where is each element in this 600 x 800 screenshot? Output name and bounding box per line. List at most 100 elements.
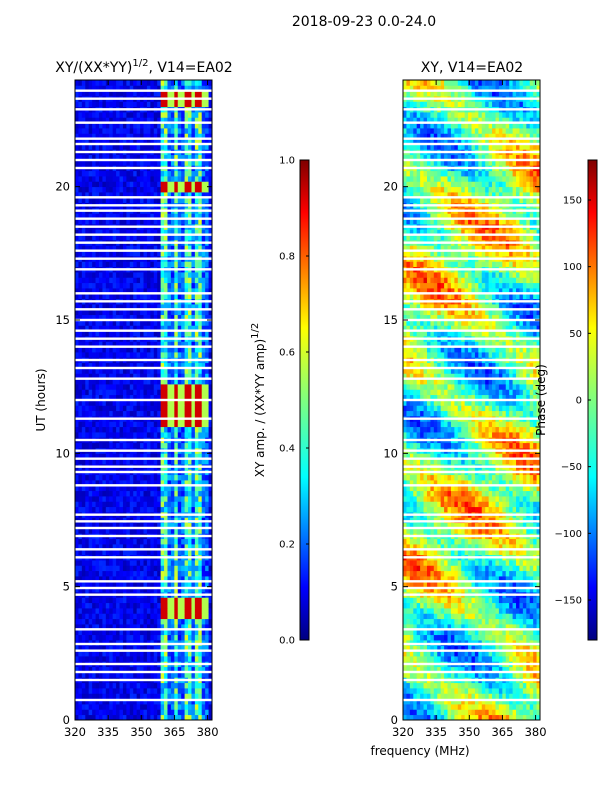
heatmap-cell bbox=[184, 693, 189, 700]
heatmap-cell bbox=[88, 426, 93, 433]
heatmap-cell bbox=[143, 608, 148, 614]
heatmap-cell bbox=[122, 634, 127, 641]
heatmap-cell bbox=[81, 80, 86, 86]
heatmap-cell bbox=[201, 261, 206, 268]
heatmap-cell bbox=[146, 410, 151, 417]
heatmap-cell bbox=[181, 544, 185, 550]
heatmap-cell bbox=[81, 650, 86, 657]
heatmap-cell bbox=[167, 213, 172, 220]
heatmap-cell bbox=[78, 394, 83, 401]
heatmap-cell bbox=[75, 394, 79, 401]
heatmap-cell bbox=[122, 176, 127, 182]
heatmap-cell bbox=[174, 528, 179, 534]
heatmap-cell bbox=[109, 426, 114, 433]
heatmap-cell bbox=[122, 218, 127, 225]
heatmap-cell bbox=[136, 218, 141, 225]
heatmap-cell bbox=[205, 181, 209, 188]
heatmap-cell bbox=[98, 496, 103, 502]
heatmap-cell bbox=[88, 405, 93, 412]
heatmap-cell bbox=[102, 634, 107, 641]
heatmap-cell bbox=[119, 245, 124, 252]
heatmap-cell bbox=[78, 634, 83, 641]
heatmap-cell bbox=[194, 229, 199, 236]
flagged-row bbox=[75, 166, 212, 170]
heatmap-cell bbox=[174, 122, 179, 129]
heatmap-cell bbox=[85, 176, 90, 182]
heatmap-cell bbox=[109, 714, 114, 720]
heatmap-cell bbox=[191, 650, 196, 657]
heatmap-cell bbox=[102, 597, 107, 604]
heatmap-cell bbox=[129, 624, 134, 630]
heatmap-cell bbox=[109, 688, 114, 694]
heatmap-cell bbox=[88, 608, 93, 614]
heatmap-cell bbox=[95, 144, 100, 150]
heatmap-cell bbox=[146, 85, 151, 92]
heatmap-cell bbox=[194, 656, 199, 662]
heatmap-cell bbox=[119, 485, 124, 492]
heatmap-cell bbox=[188, 442, 192, 449]
heatmap-cell bbox=[146, 389, 151, 396]
heatmap-cell bbox=[129, 565, 134, 572]
heatmap-cell bbox=[105, 154, 110, 161]
heatmap-cell bbox=[75, 426, 79, 433]
heatmap-cell bbox=[122, 362, 127, 369]
heatmap-cell bbox=[75, 405, 79, 412]
heatmap-cell bbox=[160, 549, 165, 556]
heatmap-cell bbox=[181, 314, 185, 321]
heatmap-cell bbox=[174, 133, 179, 140]
heatmap-cell bbox=[116, 474, 120, 481]
heatmap-cell bbox=[177, 544, 182, 550]
heatmap-cell bbox=[126, 613, 131, 620]
heatmap-cell bbox=[88, 549, 93, 556]
heatmap-cell bbox=[184, 602, 189, 609]
heatmap-cell bbox=[140, 458, 144, 465]
heatmap-cell bbox=[129, 314, 134, 321]
heatmap-cell bbox=[112, 309, 117, 316]
heatmap-cell bbox=[78, 576, 83, 582]
heatmap-cell bbox=[81, 325, 86, 332]
heatmap-cell bbox=[164, 688, 168, 694]
heatmap-cell bbox=[208, 410, 212, 417]
heatmap-cell bbox=[181, 368, 185, 374]
heatmap-cell bbox=[78, 618, 83, 625]
heatmap-cell bbox=[150, 213, 155, 220]
heatmap-cell bbox=[98, 282, 103, 289]
heatmap-cell bbox=[136, 85, 141, 92]
heatmap-cell bbox=[136, 261, 141, 268]
heatmap-cell bbox=[75, 122, 79, 129]
heatmap-cell bbox=[85, 634, 90, 641]
heatmap-cell bbox=[153, 293, 158, 300]
heatmap-cell bbox=[92, 410, 96, 417]
heatmap-cell bbox=[157, 602, 162, 609]
heatmap-cell bbox=[109, 645, 114, 652]
heatmap-cell bbox=[95, 346, 100, 353]
heatmap-cell bbox=[194, 330, 199, 337]
heatmap-cell bbox=[146, 181, 151, 188]
heatmap-cell bbox=[150, 80, 155, 86]
heatmap-cell bbox=[78, 400, 83, 406]
heatmap-cell bbox=[191, 378, 196, 385]
heatmap-cell bbox=[188, 181, 192, 188]
heatmap-cell bbox=[208, 544, 212, 550]
heatmap-cell bbox=[105, 581, 110, 588]
x-tick-label: 320 bbox=[64, 725, 86, 739]
heatmap-cell bbox=[198, 485, 203, 492]
heatmap-cell bbox=[160, 480, 165, 486]
heatmap-cell bbox=[160, 213, 165, 220]
heatmap-cell bbox=[198, 80, 203, 86]
heatmap-cell bbox=[198, 634, 203, 641]
heatmap-cell bbox=[88, 389, 93, 396]
heatmap-cell bbox=[75, 485, 79, 492]
heatmap-cell bbox=[174, 453, 179, 460]
heatmap-cell bbox=[81, 613, 86, 620]
heatmap-cell bbox=[208, 373, 212, 380]
heatmap-cell bbox=[170, 549, 175, 556]
flagged-row bbox=[75, 670, 212, 674]
heatmap-cell bbox=[181, 213, 185, 220]
heatmap-cell bbox=[122, 549, 127, 556]
heatmap-cell bbox=[119, 384, 124, 390]
heatmap-cell bbox=[102, 373, 107, 380]
heatmap-cell bbox=[109, 629, 114, 636]
heatmap-cell bbox=[181, 522, 185, 529]
heatmap-cell bbox=[112, 485, 117, 492]
